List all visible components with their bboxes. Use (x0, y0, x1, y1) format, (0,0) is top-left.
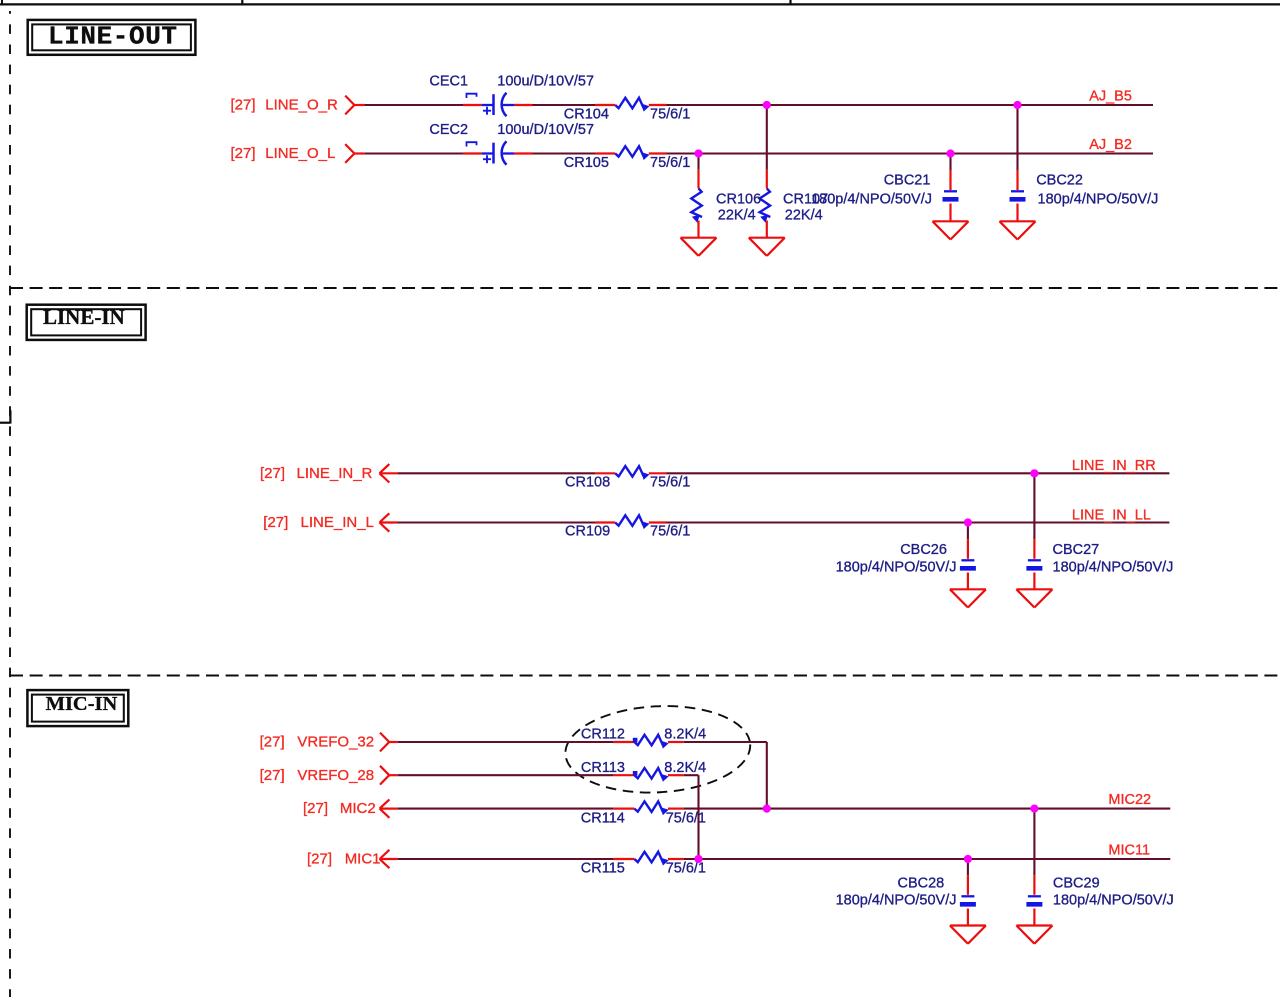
svg-text:CBC22: CBC22 (1036, 173, 1083, 189)
svg-text:CBC21: CBC21 (884, 173, 931, 189)
svg-text:CBC28: CBC28 (898, 875, 945, 891)
svg-text:[27]: [27] (260, 734, 285, 751)
svg-text:75/6/1: 75/6/1 (650, 155, 690, 171)
svg-text:[27]: [27] (263, 514, 288, 531)
svg-text:MIC11: MIC11 (1108, 843, 1150, 859)
svg-text:180p/4/NPO/50V/J: 180p/4/NPO/50V/J (836, 893, 957, 909)
svg-text:LINE_IN_RR: LINE_IN_RR (1072, 458, 1156, 474)
svg-text:[27]: [27] (260, 767, 285, 784)
svg-text:[27]: [27] (303, 800, 328, 817)
svg-text:CR105: CR105 (564, 155, 609, 171)
svg-text:8.2K/4: 8.2K/4 (664, 727, 706, 743)
svg-text:CR107: CR107 (783, 192, 828, 208)
svg-text:CR112: CR112 (581, 727, 625, 743)
svg-text:100u/D/10V/57: 100u/D/10V/57 (497, 74, 594, 90)
svg-text:[27]: [27] (231, 145, 256, 162)
svg-text:[27]: [27] (231, 97, 256, 114)
svg-text:22K/4: 22K/4 (718, 208, 756, 224)
svg-text:LINE_O_R: LINE_O_R (265, 97, 338, 114)
svg-text:MIC22: MIC22 (1108, 792, 1151, 808)
svg-text:75/6/1: 75/6/1 (650, 524, 690, 540)
svg-text:CR106: CR106 (716, 192, 761, 208)
svg-text:75/6/1: 75/6/1 (650, 474, 690, 490)
svg-text:LINE_IN_R: LINE_IN_R (297, 465, 373, 482)
svg-text:MIC1: MIC1 (345, 851, 381, 868)
svg-text:CEC1: CEC1 (429, 74, 468, 90)
svg-text:LINE_IN_L: LINE_IN_L (301, 514, 374, 531)
svg-text:LINE_O_L: LINE_O_L (265, 145, 335, 162)
svg-text:75/6/1: 75/6/1 (666, 810, 706, 826)
svg-text:LINE-IN: LINE-IN (43, 305, 125, 329)
svg-text:8.2K/4: 8.2K/4 (664, 760, 706, 776)
svg-text:CEC2: CEC2 (429, 122, 468, 138)
svg-text:LINE-OUT: LINE-OUT (48, 22, 178, 52)
svg-text:AJ_B5: AJ_B5 (1089, 89, 1132, 105)
svg-text:CBC29: CBC29 (1053, 875, 1100, 891)
svg-text:75/6/1: 75/6/1 (650, 107, 690, 123)
svg-text:180p/4/NPO/50V/J: 180p/4/NPO/50V/J (836, 560, 957, 576)
svg-text:CR109: CR109 (565, 524, 610, 540)
svg-text:MIC2: MIC2 (340, 800, 376, 817)
svg-text:CBC26: CBC26 (900, 542, 947, 558)
svg-text:VREFO_28: VREFO_28 (297, 767, 374, 784)
svg-text:LINE_IN_LL: LINE_IN_LL (1072, 507, 1151, 523)
svg-text:CR113: CR113 (581, 760, 625, 776)
svg-text:CR108: CR108 (565, 474, 610, 490)
svg-text:22K/4: 22K/4 (785, 208, 823, 224)
svg-text:180p/4/NPO/50V/J: 180p/4/NPO/50V/J (1053, 560, 1174, 576)
svg-text:180p/4/NPO/50V/J: 180p/4/NPO/50V/J (811, 192, 932, 208)
svg-text:180p/4/NPO/50V/J: 180p/4/NPO/50V/J (1038, 192, 1159, 208)
svg-text:180p/4/NPO/50V/J: 180p/4/NPO/50V/J (1053, 893, 1174, 909)
svg-text:[27]: [27] (307, 851, 332, 868)
svg-text:CR104: CR104 (564, 107, 609, 123)
svg-text:AJ_B2: AJ_B2 (1089, 137, 1132, 153)
svg-text:CBC27: CBC27 (1053, 542, 1100, 558)
svg-text:75/6/1: 75/6/1 (666, 861, 706, 877)
svg-text:100u/D/10V/57: 100u/D/10V/57 (497, 122, 594, 138)
svg-text:[27]: [27] (260, 465, 285, 482)
svg-text:CR115: CR115 (581, 861, 625, 877)
svg-text:CR114: CR114 (581, 810, 625, 826)
svg-text:MIC-IN: MIC-IN (46, 693, 118, 715)
svg-text:VREFO_32: VREFO_32 (297, 734, 374, 751)
